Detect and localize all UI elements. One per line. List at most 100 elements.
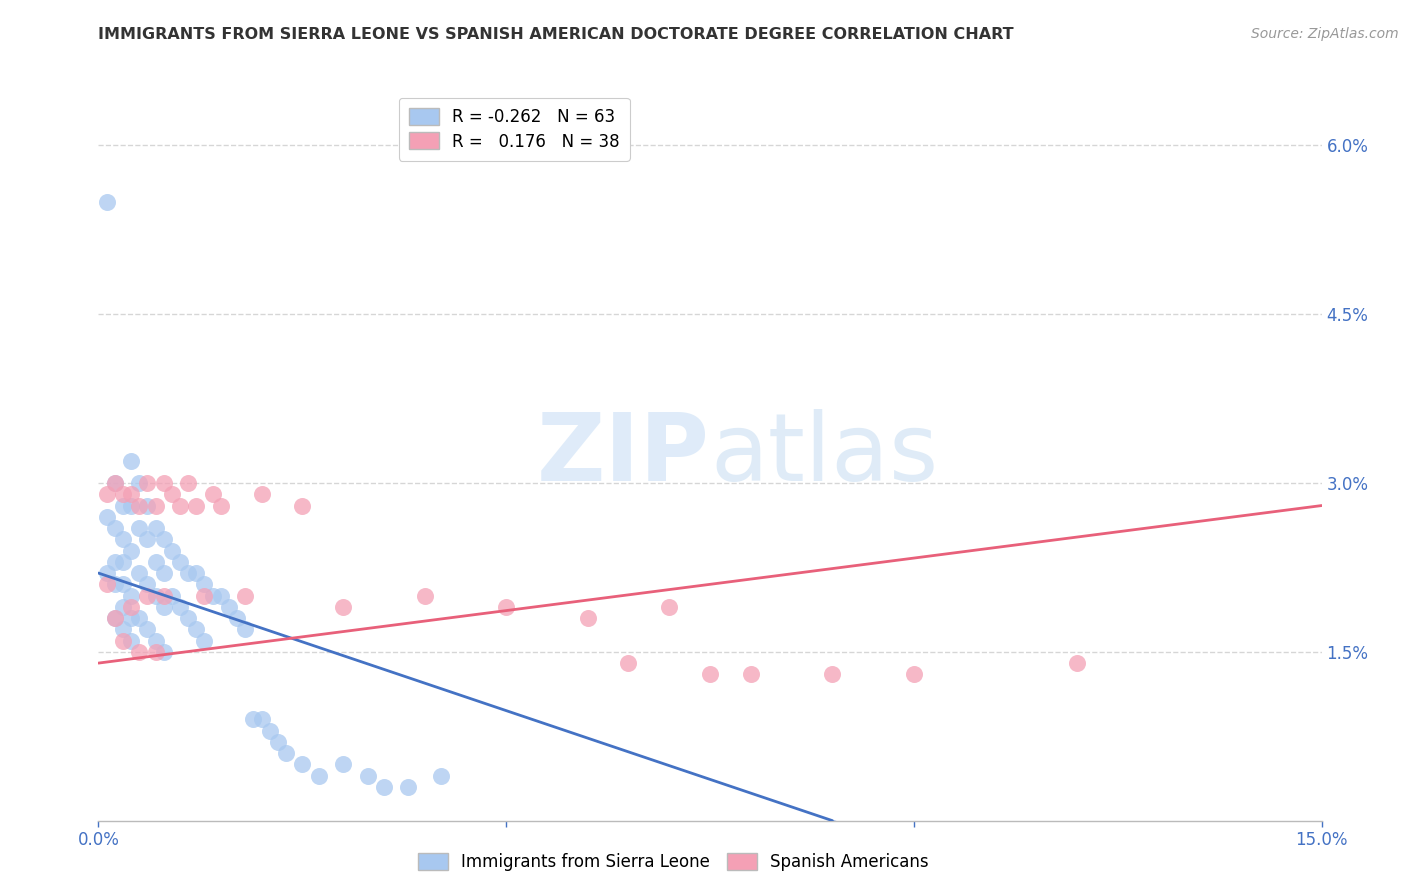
Point: [120, 611, 142, 625]
Point: [169, 555, 191, 569]
Point: [413, 589, 436, 603]
Point: [120, 599, 142, 614]
Point: [152, 645, 174, 659]
Point: [111, 577, 134, 591]
Point: [821, 667, 844, 681]
Point: [104, 577, 127, 591]
Point: [136, 577, 159, 591]
Point: [617, 656, 640, 670]
Point: [209, 589, 232, 603]
Point: [186, 566, 208, 580]
Point: [250, 712, 273, 726]
Point: [332, 757, 354, 772]
Point: [658, 599, 681, 614]
Point: [536, 138, 558, 153]
Point: [136, 623, 159, 637]
Point: [152, 533, 174, 547]
Point: [96, 566, 118, 580]
Point: [120, 633, 142, 648]
Point: [120, 499, 142, 513]
Point: [274, 746, 297, 760]
Point: [160, 543, 183, 558]
Point: [145, 589, 167, 603]
Point: [104, 555, 127, 569]
Point: [96, 509, 118, 524]
Point: [1066, 656, 1088, 670]
Point: [226, 611, 249, 625]
Point: [209, 499, 232, 513]
Point: [120, 487, 142, 501]
Point: [152, 589, 174, 603]
Point: [193, 589, 215, 603]
Point: [120, 589, 142, 603]
Point: [373, 780, 395, 794]
Point: [96, 577, 118, 591]
Point: [160, 589, 183, 603]
Point: [291, 757, 314, 772]
Point: [267, 735, 290, 749]
Point: [120, 453, 142, 467]
Point: [152, 476, 174, 491]
Point: [136, 499, 159, 513]
Point: [96, 487, 118, 501]
Point: [145, 633, 167, 648]
Point: [128, 645, 150, 659]
Point: [430, 769, 453, 783]
Point: [96, 194, 118, 209]
Text: IMMIGRANTS FROM SIERRA LEONE VS SPANISH AMERICAN DOCTORATE DEGREE CORRELATION CH: IMMIGRANTS FROM SIERRA LEONE VS SPANISH …: [98, 27, 1014, 42]
Point: [356, 769, 378, 783]
Point: [308, 769, 330, 783]
Point: [193, 577, 215, 591]
Point: [111, 533, 134, 547]
Point: [145, 499, 167, 513]
Point: [111, 499, 134, 513]
Text: Source: ZipAtlas.com: Source: ZipAtlas.com: [1251, 27, 1399, 41]
Point: [250, 487, 273, 501]
Point: [136, 533, 159, 547]
Point: [128, 611, 150, 625]
Point: [576, 611, 599, 625]
Point: [136, 589, 159, 603]
Point: [136, 476, 159, 491]
Point: [120, 543, 142, 558]
Point: [177, 566, 200, 580]
Point: [152, 566, 174, 580]
Point: [169, 499, 191, 513]
Point: [152, 599, 174, 614]
Point: [495, 599, 517, 614]
Point: [740, 667, 762, 681]
Point: [201, 487, 224, 501]
Point: [233, 623, 256, 637]
Point: [201, 589, 224, 603]
Point: [111, 623, 134, 637]
Point: [177, 476, 200, 491]
Point: [186, 499, 208, 513]
Point: [128, 499, 150, 513]
Point: [699, 667, 721, 681]
Text: atlas: atlas: [710, 409, 938, 501]
Point: [193, 633, 215, 648]
Point: [218, 599, 240, 614]
Point: [396, 780, 419, 794]
Point: [104, 611, 127, 625]
Point: [259, 723, 281, 738]
Point: [169, 599, 191, 614]
Point: [128, 476, 150, 491]
Point: [332, 599, 354, 614]
Point: [903, 667, 925, 681]
Point: [111, 487, 134, 501]
Point: [111, 599, 134, 614]
Point: [291, 499, 314, 513]
Point: [145, 555, 167, 569]
Point: [145, 645, 167, 659]
Point: [160, 487, 183, 501]
Point: [104, 476, 127, 491]
Point: [104, 476, 127, 491]
Legend: Immigrants from Sierra Leone, Spanish Americans: Immigrants from Sierra Leone, Spanish Am…: [411, 847, 935, 878]
Point: [104, 521, 127, 535]
Point: [233, 589, 256, 603]
Point: [128, 566, 150, 580]
Text: ZIP: ZIP: [537, 409, 710, 501]
Point: [145, 521, 167, 535]
Point: [128, 521, 150, 535]
